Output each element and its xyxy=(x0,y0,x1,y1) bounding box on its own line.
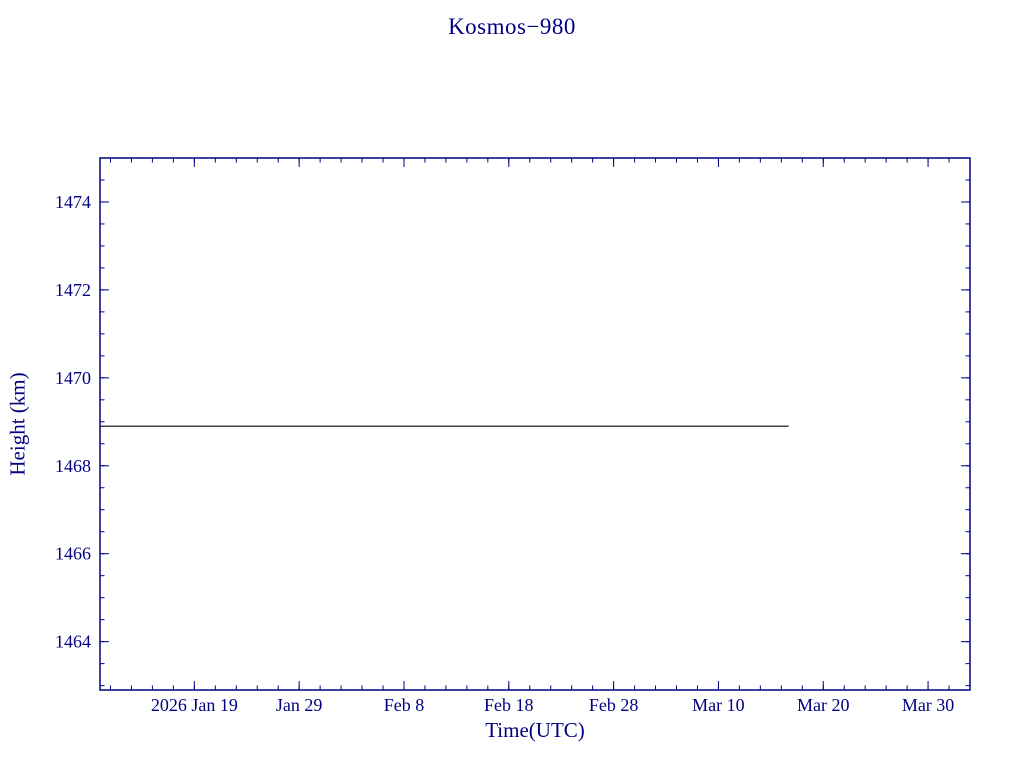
x-tick-label: Mar 30 xyxy=(902,695,955,715)
y-tick-label: 1474 xyxy=(55,192,91,212)
y-tick-label: 1466 xyxy=(55,544,91,564)
x-axis-label: Time(UTC) xyxy=(485,718,585,742)
y-tick-label: 1468 xyxy=(55,456,91,476)
x-tick-label: Jan 29 xyxy=(276,695,323,715)
x-tick-label: Feb 18 xyxy=(484,695,534,715)
y-tick-label: 1472 xyxy=(55,280,91,300)
x-tick-label: Mar 20 xyxy=(797,695,850,715)
y-tick-label: 1470 xyxy=(55,368,91,388)
chart-title: Kosmos−980 xyxy=(448,14,576,39)
x-tick-label: Mar 10 xyxy=(692,695,745,715)
x-tick-label: 2026 Jan 19 xyxy=(151,695,238,715)
y-tick-label: 1464 xyxy=(55,632,91,652)
plot-frame xyxy=(99,157,971,691)
x-tick-label: Feb 28 xyxy=(589,695,639,715)
x-tick-label: Feb 8 xyxy=(384,695,425,715)
